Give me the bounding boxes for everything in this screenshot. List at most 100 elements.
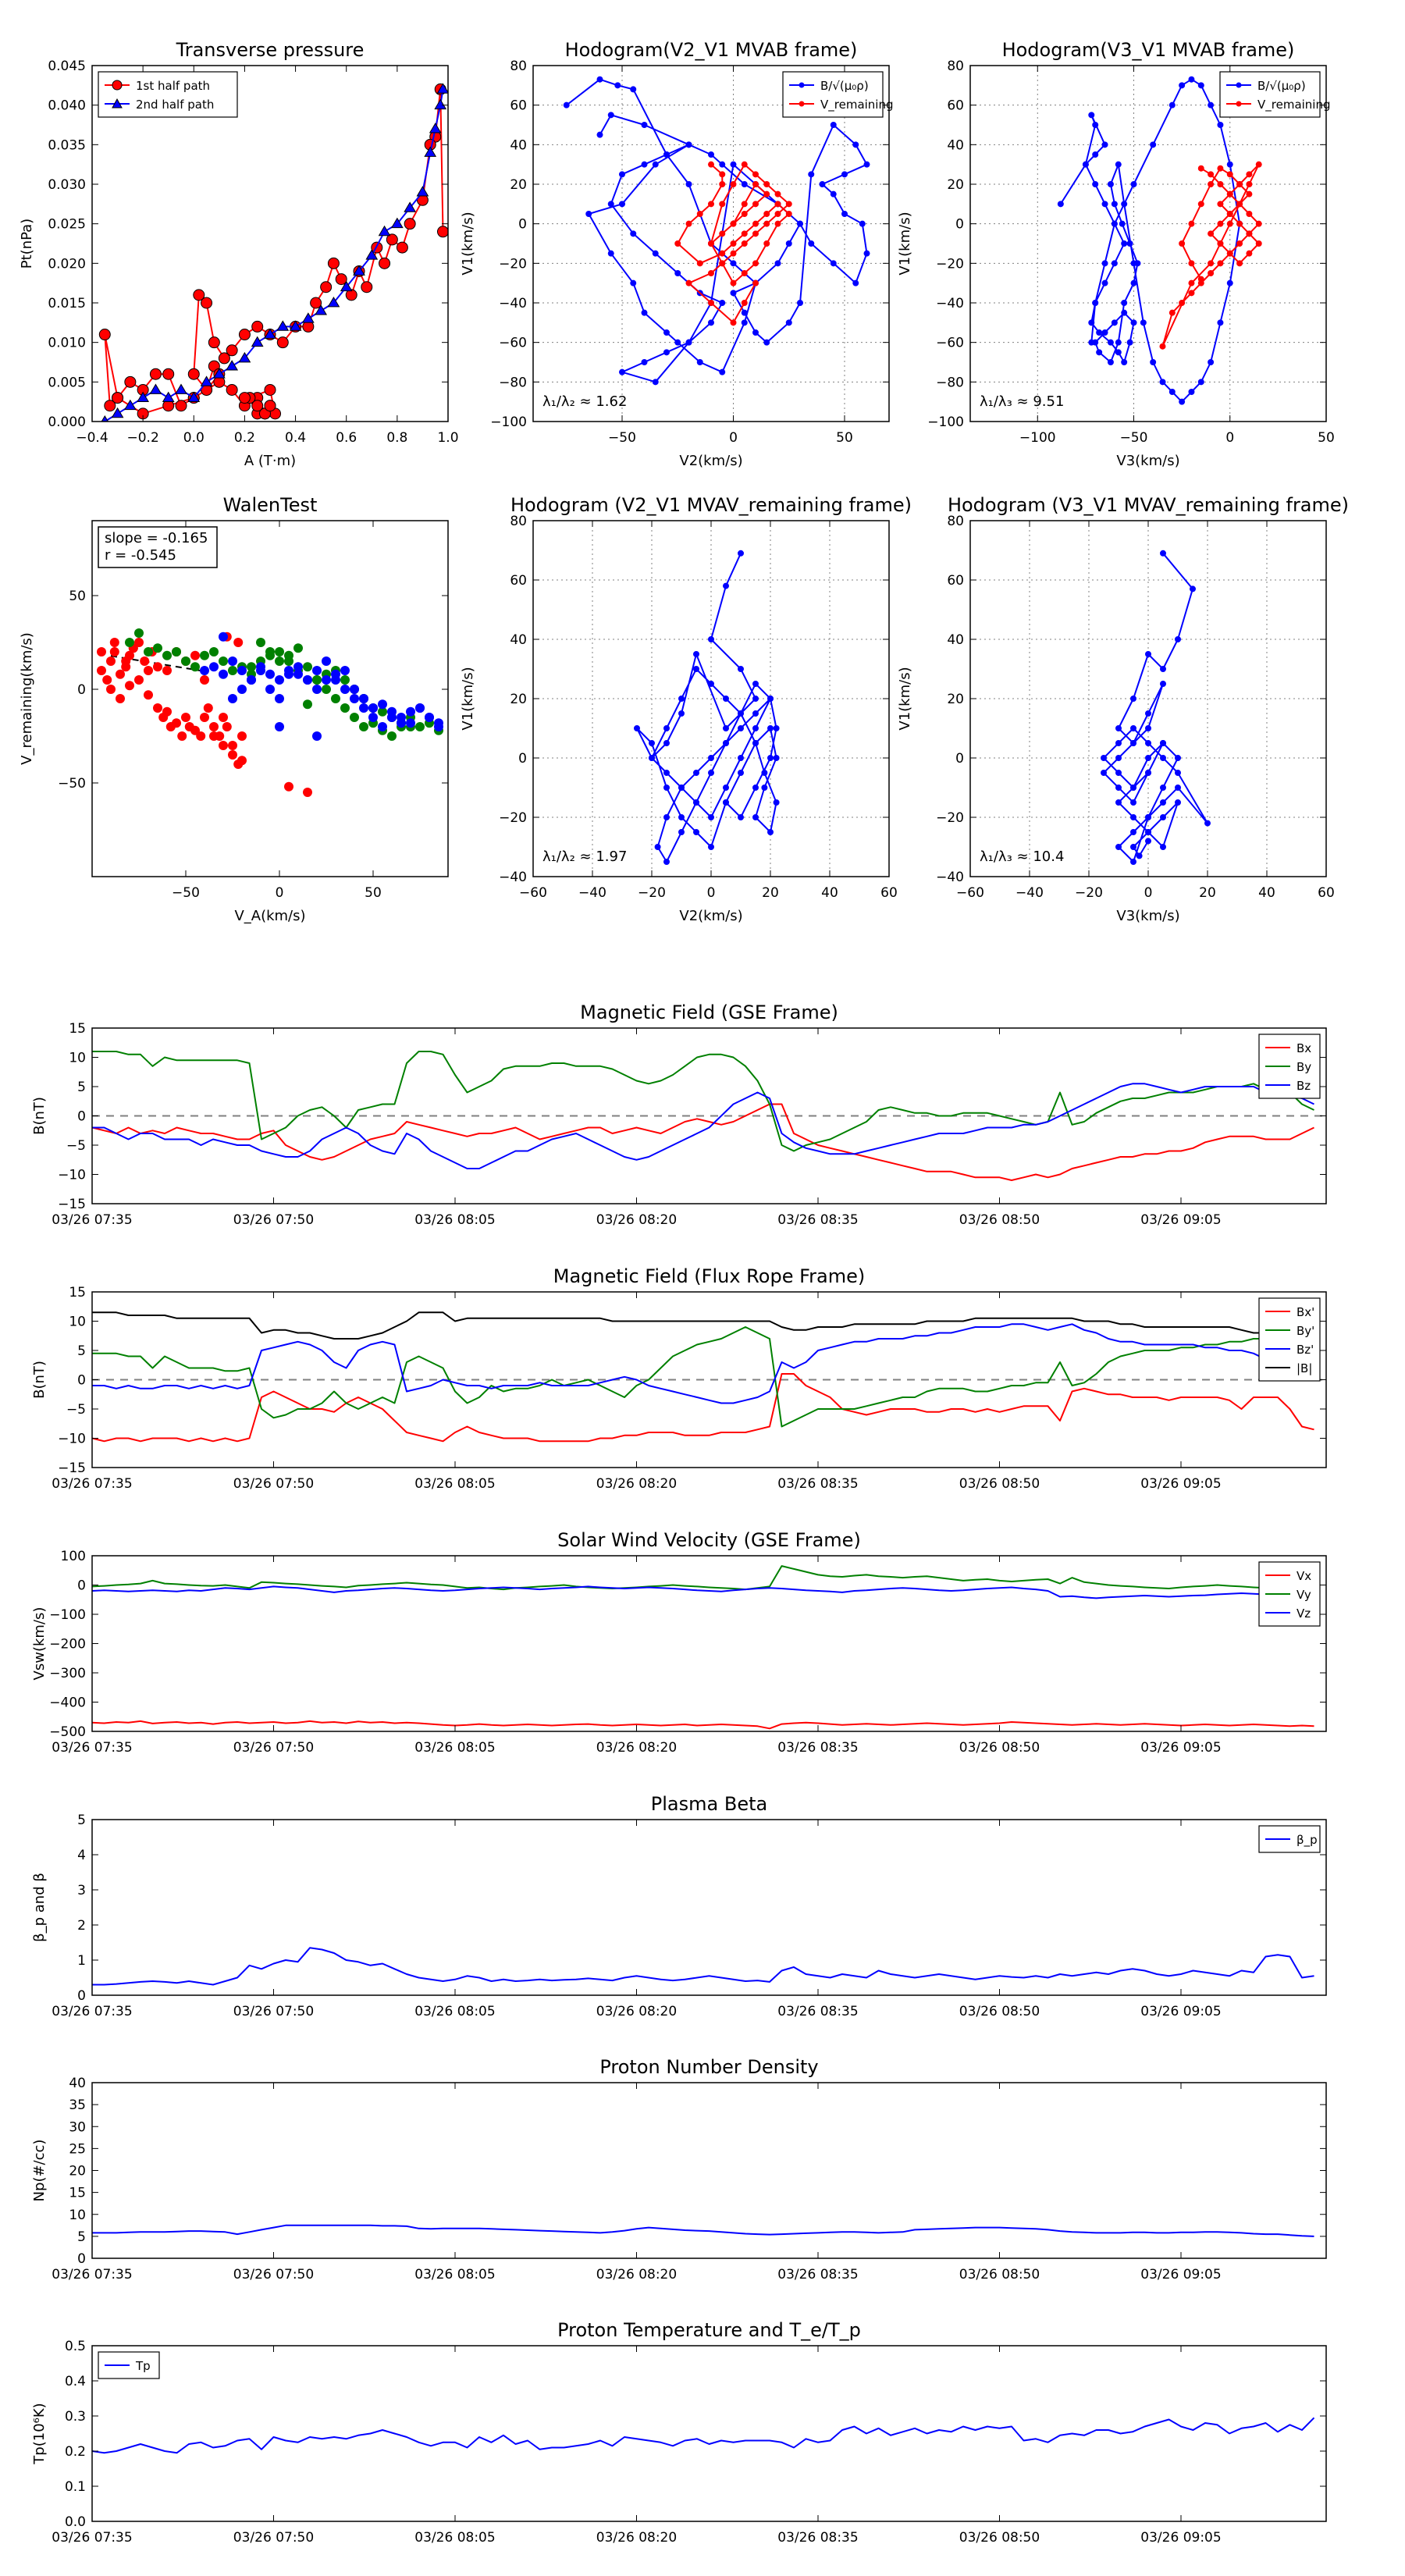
legend-marker bbox=[112, 80, 123, 91]
y-tick-label: 80 bbox=[947, 514, 964, 529]
series-2-point bbox=[406, 706, 415, 717]
series-0-point bbox=[1160, 550, 1166, 557]
series-b--point bbox=[1088, 112, 1095, 119]
series-1-point bbox=[256, 638, 265, 647]
y-axis-label: Np(#/cc) bbox=[31, 2140, 48, 2202]
data-layer bbox=[1101, 550, 1211, 865]
y-tick-label: 10 bbox=[69, 1315, 86, 1330]
series-b--point bbox=[1121, 240, 1128, 247]
series-v-remaining-point bbox=[685, 279, 692, 286]
series-v-remaining-point bbox=[1159, 343, 1166, 350]
plot-area bbox=[92, 2346, 1326, 2521]
y-tick-label: 25 bbox=[69, 2141, 86, 2157]
series-0-point bbox=[678, 814, 685, 820]
series-0-point bbox=[209, 731, 219, 741]
y-tick-label: 60 bbox=[510, 573, 527, 589]
series-1st-half-path-point bbox=[396, 241, 408, 254]
series-b--point bbox=[708, 151, 714, 158]
series-0-point bbox=[1115, 799, 1122, 806]
x-tick-label: 1.0 bbox=[437, 430, 458, 446]
series-v-remaining-point bbox=[741, 201, 748, 208]
series-v-remaining-point bbox=[730, 319, 737, 326]
series-0-point bbox=[200, 713, 209, 722]
axes: −50 0 50 −50 0 50 bbox=[58, 521, 448, 901]
series-v-remaining-point bbox=[741, 240, 748, 247]
series-0-point bbox=[663, 814, 670, 820]
y-tick-label: 0 bbox=[77, 1578, 86, 1594]
data-layer bbox=[92, 2417, 1315, 2454]
series-2-point bbox=[275, 675, 284, 685]
x-tick-label: 03/26 08:20 bbox=[596, 1740, 677, 1756]
series-2nd-half-path-point bbox=[212, 368, 226, 379]
x-tick-label: −50 bbox=[1120, 430, 1148, 446]
plot-frame bbox=[91, 2345, 1327, 2522]
series-2-point bbox=[359, 703, 368, 713]
series-0-point bbox=[177, 731, 187, 741]
series-b--point bbox=[785, 319, 792, 326]
y-tick-label: 2 bbox=[77, 1918, 86, 1934]
series-v-remaining-point bbox=[741, 211, 748, 217]
series-b--point bbox=[1101, 141, 1108, 148]
series-v-remaining-point bbox=[774, 190, 781, 197]
series-b--point bbox=[1130, 279, 1137, 286]
series-b--point bbox=[1179, 82, 1186, 89]
series-2-point bbox=[312, 685, 322, 694]
series-0-point bbox=[1160, 681, 1166, 687]
series-b--point bbox=[785, 240, 792, 247]
series-v-remaining-point bbox=[1208, 230, 1215, 237]
legend: Tp bbox=[98, 2351, 160, 2379]
series-0-point bbox=[738, 770, 744, 776]
chart-title: Hodogram (V3_V1 MVAV_remaining frame) bbox=[948, 494, 1349, 516]
legend-label: B/√(μ₀ρ) bbox=[820, 79, 869, 93]
series-b--point bbox=[863, 250, 870, 257]
series-1-point bbox=[247, 662, 256, 672]
plot-frame bbox=[91, 1819, 1327, 1996]
y-tick-label: 40 bbox=[947, 632, 964, 648]
series-v-remaining-point bbox=[685, 220, 692, 227]
axes: 03/26 07:35 03/26 07:50 03/26 08:05 03/26 0… bbox=[52, 2076, 1326, 2282]
series-b--point bbox=[1159, 379, 1166, 386]
series-2nd-half-path-point bbox=[429, 123, 442, 133]
series-0-point bbox=[1175, 785, 1181, 791]
series-2-point bbox=[387, 713, 397, 722]
series-2-point bbox=[415, 703, 425, 713]
legend-label: Bz bbox=[1297, 1079, 1311, 1093]
series-0-point bbox=[1175, 636, 1181, 642]
series-v-remaining-point bbox=[1197, 201, 1204, 208]
series-v-remaining-point bbox=[1208, 270, 1215, 276]
chart-title: Solar Wind Velocity (GSE Frame) bbox=[557, 1529, 861, 1551]
legend: Bx By Bz bbox=[1258, 1034, 1321, 1099]
series-b--point bbox=[774, 260, 781, 267]
x-tick-label: 03/26 08:05 bbox=[414, 2530, 495, 2546]
x-tick-label: 0.2 bbox=[234, 430, 255, 446]
y-axis-label: β_p and β bbox=[31, 1873, 48, 1942]
series-2nd-half-path-point bbox=[123, 399, 137, 411]
series-0-point bbox=[134, 675, 144, 685]
series-v-remaining-point bbox=[1255, 220, 1262, 227]
series-v-remaining-point bbox=[719, 171, 726, 178]
series-b--point bbox=[1126, 339, 1133, 346]
series-2-point bbox=[209, 662, 219, 672]
series-b--point bbox=[741, 181, 748, 187]
x-tick-label: 0.0 bbox=[183, 430, 205, 446]
y-tick-label: −500 bbox=[49, 1724, 86, 1740]
chart-density: 03/26 07:35 03/26 07:50 03/26 08:05 03/26 0… bbox=[31, 2056, 1327, 2282]
series-b--point bbox=[585, 211, 592, 217]
series-0-point bbox=[1130, 799, 1136, 806]
series-0-point bbox=[663, 770, 670, 776]
y-tick-label: −5 bbox=[66, 1402, 86, 1418]
series-0-point bbox=[1130, 696, 1136, 702]
data-layer bbox=[1057, 76, 1262, 405]
series-1-point bbox=[162, 650, 172, 660]
series-b--point bbox=[641, 161, 648, 168]
series-0-point bbox=[761, 770, 768, 776]
chart-walen: −50 0 50 −50 0 50 WalenTest V_A(km/s) V_remainin… bbox=[19, 494, 449, 924]
series-v-remaining-point bbox=[1246, 230, 1253, 237]
x-tick-label: 50 bbox=[365, 885, 382, 901]
series-0-point bbox=[723, 582, 729, 589]
series-v-remaining-point bbox=[741, 300, 748, 306]
series-1st-half-path-point bbox=[320, 281, 333, 294]
series-0-point bbox=[752, 725, 759, 731]
series-2-point bbox=[228, 694, 237, 703]
series-0-point bbox=[1101, 755, 1107, 761]
